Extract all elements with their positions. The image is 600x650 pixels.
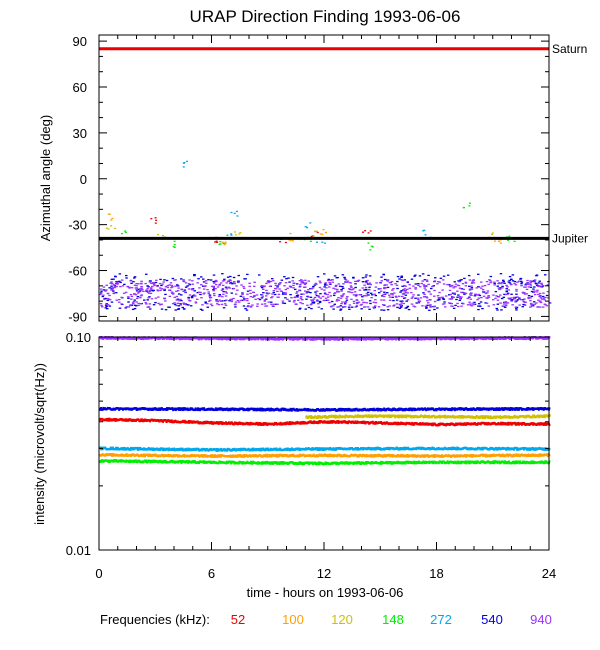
jupiter-label: Jupiter bbox=[552, 231, 588, 245]
y-tick-label: 0 bbox=[80, 172, 87, 187]
azimuth-data-layer bbox=[99, 160, 552, 311]
azimuth-ticks: 90 60 30 0 -30 -60 -90 bbox=[68, 34, 550, 324]
azimuth-series-540 bbox=[99, 273, 550, 311]
azimuth-series-52 bbox=[150, 217, 372, 244]
azimuth-plot-frame bbox=[98, 34, 550, 322]
azimuth-series-148 bbox=[121, 202, 516, 251]
intensity-series-120 bbox=[305, 414, 551, 420]
intensity-series-52 bbox=[99, 417, 551, 427]
azimuth-axis-label: Azimuthal angle (deg) bbox=[38, 115, 53, 241]
intensity-series-272 bbox=[99, 446, 551, 452]
intensity-panel: 0.100.010 6 12 18 24 intensity (microvolt/sq… bbox=[32, 330, 556, 600]
y-tick-label: 60 bbox=[73, 80, 87, 95]
azimuth-series-272 bbox=[182, 160, 432, 244]
azimuth-series-120 bbox=[105, 225, 494, 239]
y-tick-label: 90 bbox=[73, 34, 87, 49]
y-tick-label: -90 bbox=[68, 309, 87, 324]
intensity-data-layer bbox=[99, 336, 551, 466]
chart-title: URAP Direction Finding 1993-06-06 bbox=[190, 7, 461, 26]
saturn-label: Saturn bbox=[552, 42, 587, 56]
azimuth-panel: Saturn Jupiter 90 60 30 0 -30 -60 -90 Azimutha… bbox=[38, 34, 588, 324]
y-tick-label: -60 bbox=[68, 264, 87, 279]
intensity-series-540 bbox=[99, 406, 551, 412]
y-tick-label: 30 bbox=[73, 126, 87, 141]
azimuth-series-940 bbox=[99, 279, 552, 308]
y-tick-label: -30 bbox=[68, 218, 87, 233]
